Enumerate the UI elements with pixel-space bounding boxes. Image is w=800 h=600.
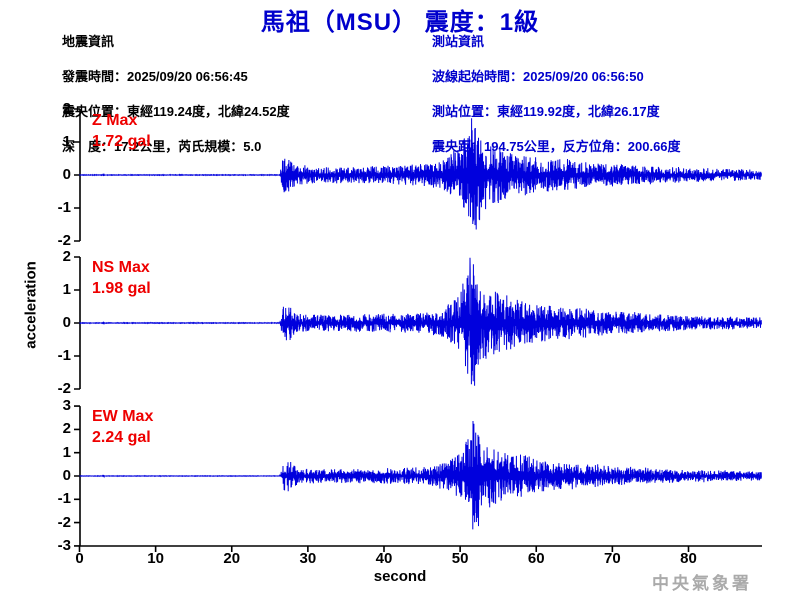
waveform-ns xyxy=(79,257,762,386)
station-info-heading: 測站資訊 xyxy=(432,34,485,49)
y-tick-label: -1 xyxy=(57,347,71,364)
x-tick-label: 80 xyxy=(680,550,697,567)
z-max-label: Z Max xyxy=(92,112,138,129)
channel-label-z: Z Max 1.72 gal xyxy=(92,110,151,152)
station-location: 測站位置：東經119.92度，北緯26.17度 xyxy=(432,104,660,119)
y-tick-label: 2 xyxy=(62,248,71,265)
y-tick-label: -1 xyxy=(57,490,71,508)
y-tick-label: 2 xyxy=(62,100,71,117)
y-tick-label: -2 xyxy=(57,513,71,531)
y-axis-ns xyxy=(74,256,81,390)
ew-max-value: 2.24 gal xyxy=(92,429,151,446)
x-axis-title: second xyxy=(373,568,427,585)
event-origin-time: 發震時間：2025/09/20 06:56:45 xyxy=(62,69,248,84)
x-tick-label: 0 xyxy=(75,550,84,567)
y-tick-label: 1 xyxy=(62,133,71,150)
agency-watermark: 中央氣象署 xyxy=(652,574,752,593)
channel-label-ew: EW Max 2.24 gal xyxy=(92,406,153,448)
x-tick-label: 70 xyxy=(604,550,621,567)
y-tick-label: -2 xyxy=(57,380,71,397)
y-axis-title: acceleration xyxy=(22,261,40,349)
y-tick-label: -1 xyxy=(57,199,71,216)
ns-max-value: 1.98 gal xyxy=(92,280,151,297)
x-axis xyxy=(78,545,762,552)
event-depth-magnitude: 深 度：17.2公里，芮氏規模：5.0 xyxy=(62,139,262,154)
page-title: 馬祖（MSU） 震度：1級 xyxy=(260,9,540,36)
station-wave-start-time: 波線起始時間：2025/09/20 06:56:50 xyxy=(432,69,644,84)
y-tick-label: -2 xyxy=(57,232,71,249)
x-tick-label: 60 xyxy=(527,550,545,567)
event-info-heading: 地震資訊 xyxy=(62,34,115,49)
station-info-block: 測站資訊 波線起始時間：2025/09/20 06:56:50 測站位置：東經1… xyxy=(432,33,681,156)
y-tick-label: 3 xyxy=(62,397,71,415)
x-tick-label: 30 xyxy=(299,550,317,567)
x-tick-label: 40 xyxy=(375,550,393,567)
y-tick-label: -3 xyxy=(57,536,71,554)
ns-max-label: NS Max xyxy=(92,259,150,276)
event-epicenter: 震央位置：東經119.24度，北緯24.52度 xyxy=(62,104,290,119)
y-tick-label: 0 xyxy=(62,166,71,183)
y-axis-z xyxy=(74,108,81,242)
y-tick-label: 2 xyxy=(62,420,71,438)
x-tick-label: 20 xyxy=(223,550,241,567)
x-tick-label: 50 xyxy=(451,550,469,567)
y-tick-label: 1 xyxy=(62,443,71,461)
x-tick-label: 10 xyxy=(147,550,164,567)
ew-max-label: EW Max xyxy=(92,408,154,425)
waveform-ew xyxy=(79,420,762,530)
channel-label-ns: NS Max 1.98 gal xyxy=(92,257,151,299)
event-info-block: 地震資訊 發震時間：2025/09/20 06:56:45 震央位置：東經119… xyxy=(62,33,290,156)
y-axis-ew xyxy=(74,405,81,547)
z-max-value: 1.72 gal xyxy=(92,133,151,150)
station-distance-azimuth: 震央距：194.75公里，反方位角：200.66度 xyxy=(432,139,681,154)
y-tick-label: 1 xyxy=(62,281,71,298)
y-tick-label: 0 xyxy=(62,467,71,484)
waveform-z xyxy=(79,118,762,230)
y-tick-label: 0 xyxy=(62,314,71,331)
